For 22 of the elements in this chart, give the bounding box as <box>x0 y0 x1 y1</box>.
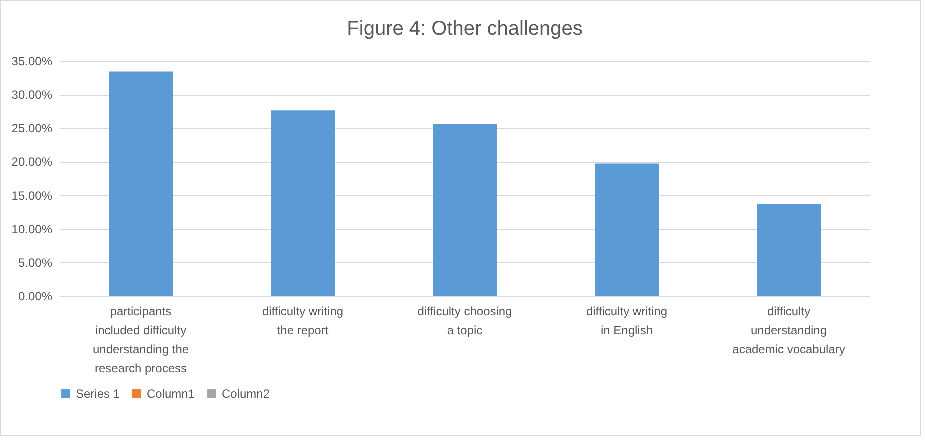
legend-label: Series 1 <box>76 387 120 401</box>
y-tick-label: 35.00% <box>12 54 53 68</box>
bar <box>595 164 659 296</box>
x-tick-label: difficulty choosing a topic <box>418 304 512 338</box>
x-tick-label: participants included difficulty understanding the research process <box>92 304 190 376</box>
y-tick-label: 20.00% <box>12 155 53 170</box>
y-tick-label: 25.00% <box>12 122 53 136</box>
y-tick-label: 5.00% <box>18 256 53 270</box>
y-tick-label: 0.00% <box>18 290 53 304</box>
chart-title: Figure 4: Other challenges <box>347 18 583 40</box>
legend-label: Column1 <box>147 387 196 401</box>
bar <box>757 204 821 296</box>
bar <box>109 72 173 296</box>
y-tick-label: 30.00% <box>12 88 53 102</box>
x-tick-label: difficulty writing in English <box>586 304 668 338</box>
legend-label: Column2 <box>222 387 270 401</box>
x-tick-label: difficulty understanding academic vocabulary <box>732 304 846 356</box>
x-tick-label: difficulty writing the report <box>262 304 344 338</box>
y-tick-label: 15.00% <box>12 188 53 203</box>
bar <box>433 124 497 296</box>
y-tick-label: 10.00% <box>12 222 53 236</box>
bar <box>271 110 335 296</box>
